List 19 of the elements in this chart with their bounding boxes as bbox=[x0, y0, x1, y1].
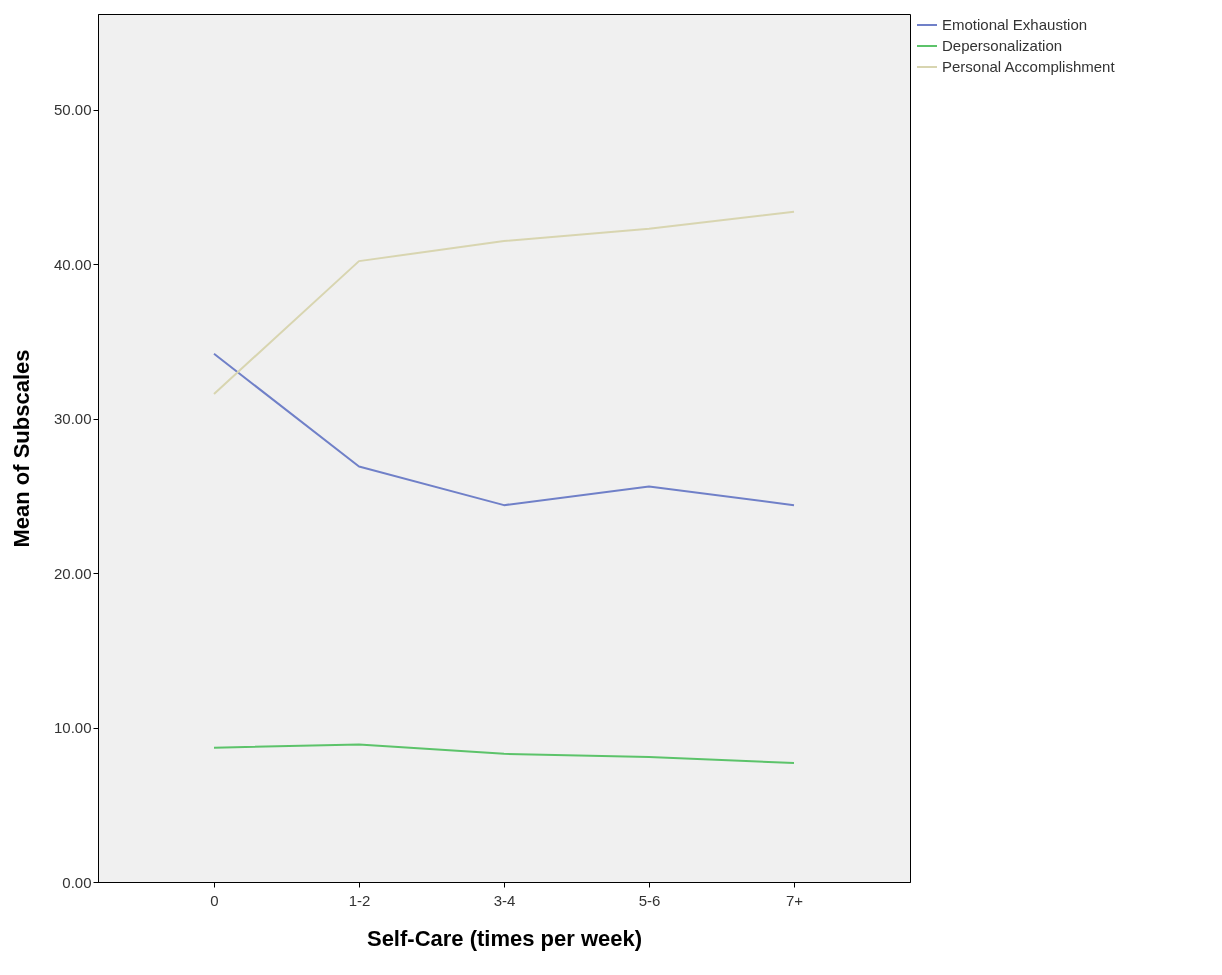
y-tick-label: 10.00 bbox=[53, 719, 92, 737]
x-tick-label: 5-6 bbox=[638, 891, 661, 909]
x-axis-title: Self-Care (times per week) bbox=[366, 925, 643, 951]
line-series bbox=[213, 352, 795, 507]
y-tick-label: 50.00 bbox=[53, 101, 92, 119]
x-tick-label: 1-2 bbox=[348, 891, 371, 909]
y-tick-label: 30.00 bbox=[53, 410, 92, 428]
y-axis-title: Mean of Subscales bbox=[8, 349, 34, 548]
x-tick-label: 3-4 bbox=[493, 891, 516, 909]
y-tick-label: 20.00 bbox=[53, 564, 92, 582]
x-tick-label: 7+ bbox=[785, 891, 804, 909]
line-series bbox=[213, 210, 795, 395]
legend-label: Emotional Exhaustion bbox=[942, 16, 1088, 33]
legend-label: Personal Accomplishment bbox=[942, 58, 1116, 75]
line-series bbox=[213, 743, 795, 765]
x-tick-label: 0 bbox=[210, 891, 219, 909]
legend-label: Depersonalization bbox=[942, 37, 1063, 54]
y-tick-label: 40.00 bbox=[53, 255, 92, 273]
y-tick-label: 0.00 bbox=[62, 873, 92, 891]
